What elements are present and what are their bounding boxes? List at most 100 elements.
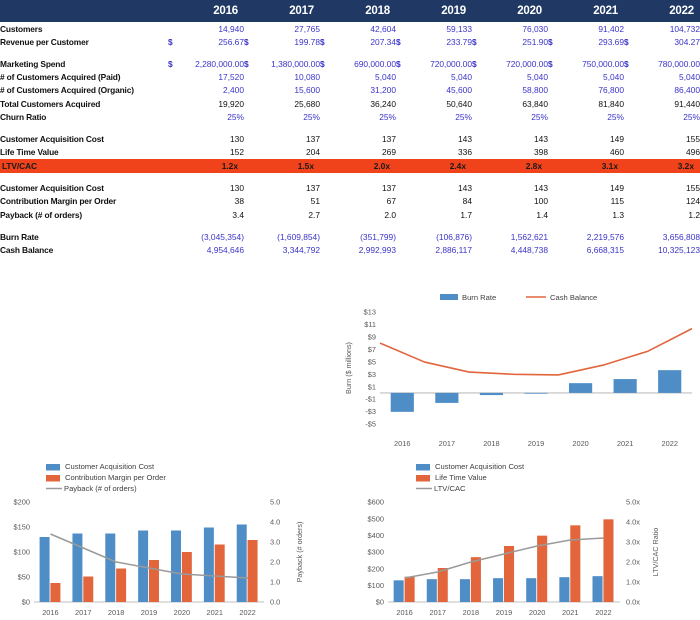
cell-churn-ratio-2017[interactable]: 25% [303, 111, 320, 122]
cell-cash-balance-2017[interactable]: 3,344,792 [282, 245, 320, 256]
bar-customer-acquisition-cost-2022[interactable] [236, 524, 247, 603]
bar-contribution-margin-per-order-2020[interactable] [181, 552, 192, 602]
cell-revenue-per-customer-2019[interactable]: 233.79 [446, 36, 472, 47]
cell-ltv-cac-2018[interactable]: 2.0x [373, 160, 390, 171]
cell-contribution-margin-per-order-2016[interactable]: 38 [234, 196, 244, 207]
cell-churn-ratio-2019[interactable]: 25% [455, 111, 472, 122]
cell-customer-acquisition-cost-2017[interactable]: 137 [306, 133, 320, 144]
cell-of-customers-acquired-paid-2018[interactable]: 5,040 [375, 72, 396, 83]
cell-churn-ratio-2021[interactable]: 25% [607, 111, 624, 122]
bar-life-time-value-2022[interactable] [603, 519, 614, 602]
bar-contribution-margin-per-order-2018[interactable] [116, 568, 127, 603]
bar-contribution-margin-per-order-2016[interactable] [50, 583, 61, 602]
burn-rate-bar-2022[interactable] [658, 370, 682, 393]
cell-contribution-margin-per-order-2018[interactable]: 67 [386, 196, 396, 207]
cell-customer-acquisition-cost-2016[interactable]: 130 [230, 183, 244, 194]
cell-marketing-spend-2017[interactable]: 1,380,000.00 [271, 58, 320, 69]
cell-marketing-spend-2018[interactable]: 690,000.00 [354, 58, 396, 69]
cell-ltv-cac-2020[interactable]: 2.8x [525, 160, 542, 171]
cell-customer-acquisition-cost-2019[interactable]: 143 [458, 133, 472, 144]
line-ltv-cac[interactable] [404, 537, 604, 579]
cell-customer-acquisition-cost-2021[interactable]: 149 [610, 133, 624, 144]
cell-of-customers-acquired-paid-2022[interactable]: 5,040 [679, 72, 700, 83]
cell-payback-of-orders-2022[interactable]: 1.2 [688, 209, 700, 220]
cell-payback-of-orders-2018[interactable]: 2.0 [384, 209, 396, 220]
cell-cash-balance-2018[interactable]: 2,992,993 [358, 245, 396, 256]
cell-customer-acquisition-cost-2016[interactable]: 130 [230, 133, 244, 144]
cell-cash-balance-2021[interactable]: 6,668,315 [586, 245, 624, 256]
cell-ltv-cac-2016[interactable]: 1.2x [221, 160, 238, 171]
cell-customer-acquisition-cost-2022[interactable]: 155 [686, 133, 700, 144]
cell-revenue-per-customer-2022[interactable]: 304.27 [674, 36, 700, 47]
cell-customer-acquisition-cost-2018[interactable]: 137 [382, 183, 396, 194]
cell-payback-of-orders-2017[interactable]: 2.7 [308, 209, 320, 220]
cell-burn-rate-2017[interactable]: (1,609,854) [277, 231, 320, 242]
burn-rate-bar-2020[interactable] [568, 383, 593, 393]
cell-total-customers-acquired-2016[interactable]: 19,920 [218, 98, 244, 109]
cell-of-customers-acquired-paid-2019[interactable]: 5,040 [451, 72, 472, 83]
bar-life-time-value-2017[interactable] [437, 568, 448, 602]
cell-customer-acquisition-cost-2021[interactable]: 149 [610, 183, 624, 194]
cell-of-customers-acquired-organic-2016[interactable]: 2,400 [223, 85, 244, 96]
cell-burn-rate-2016[interactable]: (3,045,354) [201, 231, 244, 242]
cell-customer-acquisition-cost-2022[interactable]: 155 [686, 183, 700, 194]
cell-burn-rate-2018[interactable]: (351,799) [360, 231, 396, 242]
cell-total-customers-acquired-2017[interactable]: 25,680 [294, 98, 320, 109]
cell-revenue-per-customer-2017[interactable]: 199.78 [294, 36, 320, 47]
bar-life-time-value-2019[interactable] [504, 546, 515, 602]
cell-of-customers-acquired-organic-2022[interactable]: 86,400 [674, 85, 700, 96]
line-payback-of-orders-[interactable] [50, 533, 248, 579]
cell-burn-rate-2021[interactable]: 2,219,576 [586, 231, 624, 242]
cell-total-customers-acquired-2020[interactable]: 63,840 [522, 98, 548, 109]
bar-customer-acquisition-cost-2020[interactable] [526, 578, 537, 602]
cell-churn-ratio-2022[interactable]: 25% [683, 111, 700, 122]
cell-customer-acquisition-cost-2020[interactable]: 143 [534, 183, 548, 194]
cell-of-customers-acquired-organic-2020[interactable]: 58,800 [522, 85, 548, 96]
cell-revenue-per-customer-2021[interactable]: 293.69 [598, 36, 624, 47]
bar-customer-acquisition-cost-2018[interactable] [105, 533, 116, 603]
cell-contribution-margin-per-order-2020[interactable]: 100 [534, 196, 548, 207]
cell-of-customers-acquired-organic-2018[interactable]: 31,200 [370, 85, 396, 96]
cell-cash-balance-2020[interactable]: 4,448,738 [510, 245, 548, 256]
cell-life-time-value-2021[interactable]: 460 [610, 147, 624, 158]
cell-payback-of-orders-2019[interactable]: 1.7 [460, 209, 472, 220]
bar-life-time-value-2020[interactable] [537, 535, 548, 602]
bar-customer-acquisition-cost-2016[interactable] [393, 580, 404, 602]
cell-total-customers-acquired-2018[interactable]: 36,240 [370, 98, 396, 109]
cell-revenue-per-customer-2020[interactable]: 251.90 [522, 36, 548, 47]
cell-cash-balance-2016[interactable]: 4,954,646 [206, 245, 244, 256]
cell-contribution-margin-per-order-2017[interactable]: 51 [310, 196, 320, 207]
cell-of-customers-acquired-organic-2021[interactable]: 76,800 [598, 85, 624, 96]
cell-revenue-per-customer-2018[interactable]: 207.34 [370, 36, 396, 47]
cell-marketing-spend-2020[interactable]: 720,000.00 [506, 58, 548, 69]
burn-rate-bar-2018[interactable] [479, 392, 504, 396]
cell-burn-rate-2022[interactable]: 3,656,808 [662, 231, 700, 242]
burn-rate-bar-2016[interactable] [390, 392, 414, 412]
cell-customers-2019[interactable]: 59,133 [446, 23, 472, 34]
bar-customer-acquisition-cost-2018[interactable] [459, 579, 470, 602]
cell-life-time-value-2018[interactable]: 269 [382, 147, 396, 158]
cell-payback-of-orders-2020[interactable]: 1.4 [536, 209, 548, 220]
cell-revenue-per-customer-2016[interactable]: 256.67 [218, 36, 244, 47]
bar-customer-acquisition-cost-2021[interactable] [559, 577, 570, 602]
cell-customer-acquisition-cost-2020[interactable]: 143 [534, 133, 548, 144]
cell-life-time-value-2022[interactable]: 496 [686, 147, 700, 158]
cell-total-customers-acquired-2022[interactable]: 91,440 [674, 98, 700, 109]
cell-contribution-margin-per-order-2021[interactable]: 115 [610, 196, 624, 207]
cell-life-time-value-2020[interactable]: 398 [534, 147, 548, 158]
cell-of-customers-acquired-paid-2016[interactable]: 17,520 [218, 72, 244, 83]
cell-life-time-value-2019[interactable]: 336 [458, 147, 472, 158]
cell-total-customers-acquired-2019[interactable]: 50,640 [446, 98, 472, 109]
cell-churn-ratio-2020[interactable]: 25% [531, 111, 548, 122]
cash-balance-line[interactable] [379, 327, 693, 376]
bar-life-time-value-2018[interactable] [470, 557, 481, 602]
cell-customers-2020[interactable]: 76,030 [522, 23, 548, 34]
cell-ltv-cac-2021[interactable]: 3.1x [601, 160, 618, 171]
bar-customer-acquisition-cost-2017[interactable] [426, 579, 437, 602]
burn-rate-bar-2017[interactable] [435, 392, 459, 403]
cell-life-time-value-2016[interactable]: 152 [230, 147, 244, 158]
cell-marketing-spend-2019[interactable]: 720,000.00 [430, 58, 472, 69]
cell-life-time-value-2017[interactable]: 204 [306, 147, 320, 158]
cell-burn-rate-2020[interactable]: 1,562,621 [510, 231, 548, 242]
cell-customer-acquisition-cost-2017[interactable]: 137 [306, 183, 320, 194]
